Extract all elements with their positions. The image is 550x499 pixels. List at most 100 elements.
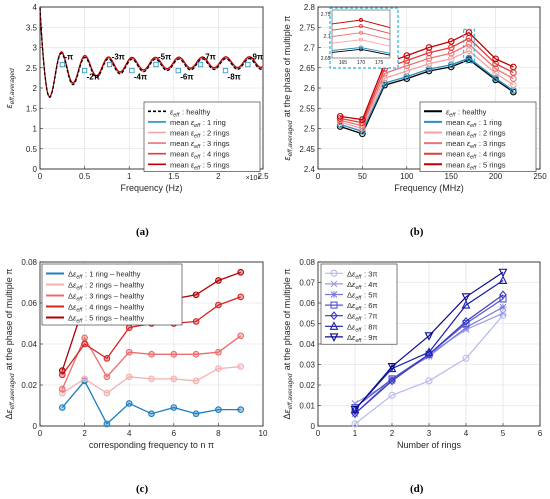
- phase-annotation-a: -9π: [250, 53, 263, 62]
- legend-entry: mean εeff : 5 rings: [170, 160, 230, 171]
- legend-entry: Δεeff : 4 rings – healthy: [68, 303, 144, 314]
- legend-marker: [330, 269, 338, 277]
- legend-entry: εeff : healthy: [446, 107, 487, 118]
- data-point-b: [403, 57, 411, 64]
- y-tick-label-b: 2.7: [304, 44, 316, 53]
- data-point-c: [125, 324, 133, 331]
- y-tick-label-a: 1: [33, 125, 38, 134]
- caption-b: (b): [410, 226, 424, 238]
- data-point-b: [492, 55, 499, 63]
- inset-y-tick-label: 2.7: [324, 34, 331, 40]
- data-point-c: [215, 348, 222, 356]
- data-point-b: [425, 44, 433, 51]
- data-point-d: [499, 309, 507, 317]
- data-point-d: [499, 303, 507, 311]
- data-point-b: [510, 63, 517, 71]
- y-tick-label-b: 2.75: [299, 23, 315, 32]
- x-tick-label-d: 3: [427, 429, 432, 438]
- inset-y-tick-label: 2.75: [321, 12, 331, 18]
- x-tick-label-b: 250: [533, 172, 547, 181]
- phase-annotation-a: -7π: [203, 53, 216, 62]
- x-tick-label-b: 0: [316, 172, 321, 181]
- y-tick-label-c: 0: [33, 422, 38, 431]
- data-point-d: [462, 354, 470, 362]
- y-tick-label-b: 2.4: [304, 165, 316, 174]
- y-axis-label-d: Δεeff,averaged at the phase of multiple …: [282, 269, 294, 420]
- legend-marker: [330, 301, 338, 309]
- legend-box: [143, 101, 261, 172]
- inset-series-line: [331, 39, 391, 47]
- y-tick-label-b: 2.45: [299, 145, 315, 154]
- data-point-b: [465, 54, 473, 62]
- data-point-c: [237, 293, 245, 301]
- data-point-c: [103, 389, 111, 397]
- legend-marker: [330, 311, 338, 321]
- data-point-c: [215, 277, 222, 284]
- data-point-c: [148, 410, 155, 418]
- data-point-d: [462, 316, 470, 326]
- chart-b: 0 50 100 150 200 250 2.4 2.45 2.5 2.55 2.6 2.65 2.7 2…: [282, 3, 547, 193]
- legend-box: [41, 263, 183, 326]
- y-tick-label-d: 0.08: [299, 258, 315, 267]
- phase-annotation-a: -4π: [134, 73, 147, 82]
- y-tick-label-a: 4: [33, 3, 38, 12]
- x-multiplier-a: ×10⁸: [246, 175, 261, 182]
- data-point-c: [215, 365, 222, 372]
- legend-entry: Δεeff : 3 rings – healthy: [68, 292, 144, 303]
- data-point-c: [125, 373, 133, 381]
- x-axis-label-d: Number of rings: [397, 440, 462, 450]
- data-point-c: [58, 404, 66, 411]
- data-point-c: [125, 400, 133, 407]
- y-tick-label-d: 0.07: [299, 279, 315, 288]
- y-tick-label-a: 3.5: [26, 23, 38, 32]
- data-point-b: [403, 75, 411, 83]
- inset-data-point: [358, 18, 363, 23]
- legend-marker: [330, 280, 338, 288]
- x-tick-label-c: 0: [38, 429, 43, 438]
- y-axis-label-b: εeff,averaged at the phase of multiple π: [282, 16, 294, 161]
- legend-entry: mean εeff : 5 rings: [446, 160, 506, 171]
- legend-marker: [330, 291, 338, 298]
- legend-entry: mean εeff : 1 ring: [170, 118, 226, 129]
- x-tick-label-d: 0: [316, 429, 321, 438]
- data-point-c: [237, 268, 245, 276]
- inset-data-point: [358, 30, 363, 35]
- y-tick-label-a: 1.5: [26, 104, 38, 113]
- x-tick-label-d: 1: [353, 429, 358, 438]
- data-point-c: [237, 406, 245, 413]
- chart-c: 0 2 4 6 8 10 0 0.02 0.04 0.06 0.08 corresponding fr…: [4, 258, 268, 450]
- phase-marker-a: [82, 67, 88, 74]
- data-point-b: [492, 60, 499, 68]
- data-point-d: [350, 406, 360, 415]
- phase-annotation-a: -π: [64, 53, 73, 62]
- phase-marker-a: [153, 61, 159, 68]
- inset-data-point: [358, 37, 363, 42]
- legend-marker: [329, 321, 339, 330]
- phase-marker-a: [106, 61, 113, 68]
- data-point-d: [424, 332, 434, 341]
- data-point-d: [461, 300, 471, 309]
- x-axis-label-c: corresponding frequency to n π: [89, 440, 214, 450]
- data-point-b: [403, 52, 411, 59]
- y-tick-label-c: 0.02: [21, 381, 37, 390]
- data-point-b: [447, 38, 455, 45]
- data-point-d: [461, 293, 471, 302]
- series-line-d: [354, 294, 504, 415]
- x-tick-label-b: 200: [489, 172, 503, 181]
- series-line-b: [340, 37, 514, 124]
- x-tick-label-c: 8: [216, 429, 221, 438]
- data-point-d: [498, 268, 508, 278]
- data-point-d: [498, 275, 508, 285]
- inset-series-line: [331, 47, 391, 54]
- y-axis-label-a: εeff,averaged: [4, 68, 16, 109]
- data-point-b: [492, 65, 499, 72]
- data-point-b: [447, 63, 455, 71]
- chart-d: 0 1 2 3 4 5 6 0 0.01 0.02 0.03 0.04 0.05 0.06 0.07 0.08…: [282, 258, 543, 450]
- y-tick-label-b: 2.8: [304, 3, 316, 12]
- data-point-d: [424, 347, 434, 356]
- inset-data-point: [358, 24, 363, 29]
- data-point-c: [103, 373, 111, 381]
- legend-box: [419, 101, 537, 172]
- data-point-c: [170, 350, 178, 358]
- y-axis-label-c: Δεeff,averaged at the phase of multiple …: [4, 269, 16, 420]
